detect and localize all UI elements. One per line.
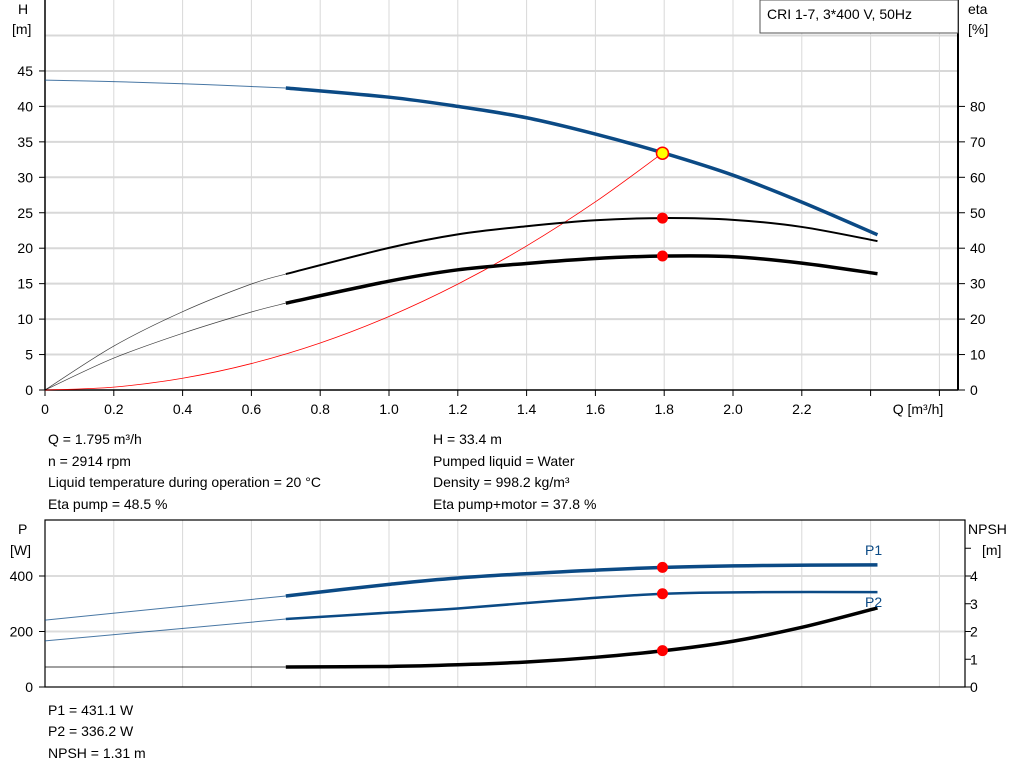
curve-eta_pump-extrapolated [44,273,286,391]
curve-system_curve [44,152,663,391]
operating-point-eta_pump_motor [656,250,668,262]
curve-eta_pump_motor [285,254,878,305]
y-left-tick-label: 40 [17,98,33,114]
x-tick-label: 1.4 [517,401,537,417]
x-tick-label: 1.0 [379,401,399,417]
x-tick-label: 1.8 [654,401,674,417]
operating-point-eta_pump [656,212,668,224]
p-tick-label: 200 [10,624,34,640]
info-p2: P2 = 336.2 W [48,723,134,739]
y-right-tick-label: 40 [970,240,986,256]
y-left-tick-label: 0 [25,382,33,398]
curve-H [285,86,879,237]
series-label-p1: P1 [865,542,882,558]
npsh-tick-label: 4 [970,568,978,584]
x-tick-label: 1.2 [448,401,468,417]
y-right-tick-label: 30 [970,276,986,292]
curve-P1 [285,563,878,598]
info-eta-pump-motor: Eta pump+motor = 37.8 % [433,496,597,512]
x-axis-label: Q [m³/h] [893,401,944,417]
operating-point-H [655,146,670,160]
y-left-tick-label: 30 [17,169,33,185]
curve-P1-extrapolated [44,595,286,621]
y-right-tick-label: 10 [970,347,986,363]
info-p1: P1 = 431.1 W [48,702,134,718]
x-tick-label: 0.2 [104,401,124,417]
chart-title: CRI 1-7, 3*400 V, 50Hz [767,6,912,22]
info-h: H = 33.4 m [433,431,502,447]
x-tick-label: 0.6 [242,401,262,417]
x-tick-label: 2.2 [792,401,812,417]
y-left-label-line1: H [18,1,28,17]
curve-P2-extrapolated [44,618,286,642]
info-pumped-liquid: Pumped liquid = Water [433,453,575,469]
y-left-tick-label: 10 [17,311,33,327]
info-density: Density = 998.2 kg/m³ [433,474,570,490]
p-tick-label: 400 [10,568,34,584]
info-q: Q = 1.795 m³/h [48,431,142,447]
y-right-tick-label: 80 [970,98,986,114]
curve-H-extrapolated [44,79,286,89]
info-eta-pump: Eta pump = 48.5 % [48,496,168,512]
y-left-tick-label: 20 [17,240,33,256]
npsh-tick-label: 2 [970,624,978,640]
x-tick-label: 2.0 [723,401,743,417]
curve-P2 [285,590,878,621]
y-right-tick-label: 0 [970,382,978,398]
x-tick-label: 0 [41,401,49,417]
y-right-label-line2: [%] [968,21,988,37]
y-right-tick-label: 60 [970,169,986,185]
info-liquid-temp: Liquid temperature during operation = 20… [48,474,321,490]
curve-NPSH [285,606,878,669]
npsh-label-line2: [m] [982,542,1001,558]
p-tick-label: 0 [25,679,33,695]
p-label-line1: P [18,521,27,537]
y-left-tick-label: 35 [17,134,33,150]
npsh-tick-label: 0 [970,679,978,695]
npsh-tick-label: 1 [970,651,978,667]
npsh-label-line1: NPSH [968,521,1007,537]
series-label-p2: P2 [865,594,882,610]
p-label-line2: [W] [10,542,31,558]
y-right-tick-label: 50 [970,205,986,221]
curve-eta_pump_motor-extrapolated [44,302,286,391]
y-left-tick-label: 45 [17,63,33,79]
x-tick-label: 0.8 [310,401,330,417]
legend-box [759,0,959,34]
y-right-label-line1: eta [968,1,988,17]
y-left-label-line2: [m] [12,21,31,37]
x-tick-label: 1.6 [586,401,606,417]
operating-point-NPSH [656,645,668,657]
operating-point-P1 [656,561,668,573]
y-right-tick-label: 70 [970,134,986,150]
y-left-tick-label: 15 [17,276,33,292]
info-n: n = 2914 rpm [48,453,131,469]
y-right-tick-label: 20 [970,311,986,327]
y-left-tick-label: 25 [17,205,33,221]
curve-eta_pump [285,217,878,276]
info-npsh: NPSH = 1.31 m [48,745,146,761]
x-tick-label: 0.4 [173,401,193,417]
operating-point-P2 [656,588,668,600]
y-left-tick-label: 5 [25,347,33,363]
npsh-tick-label: 3 [970,596,978,612]
